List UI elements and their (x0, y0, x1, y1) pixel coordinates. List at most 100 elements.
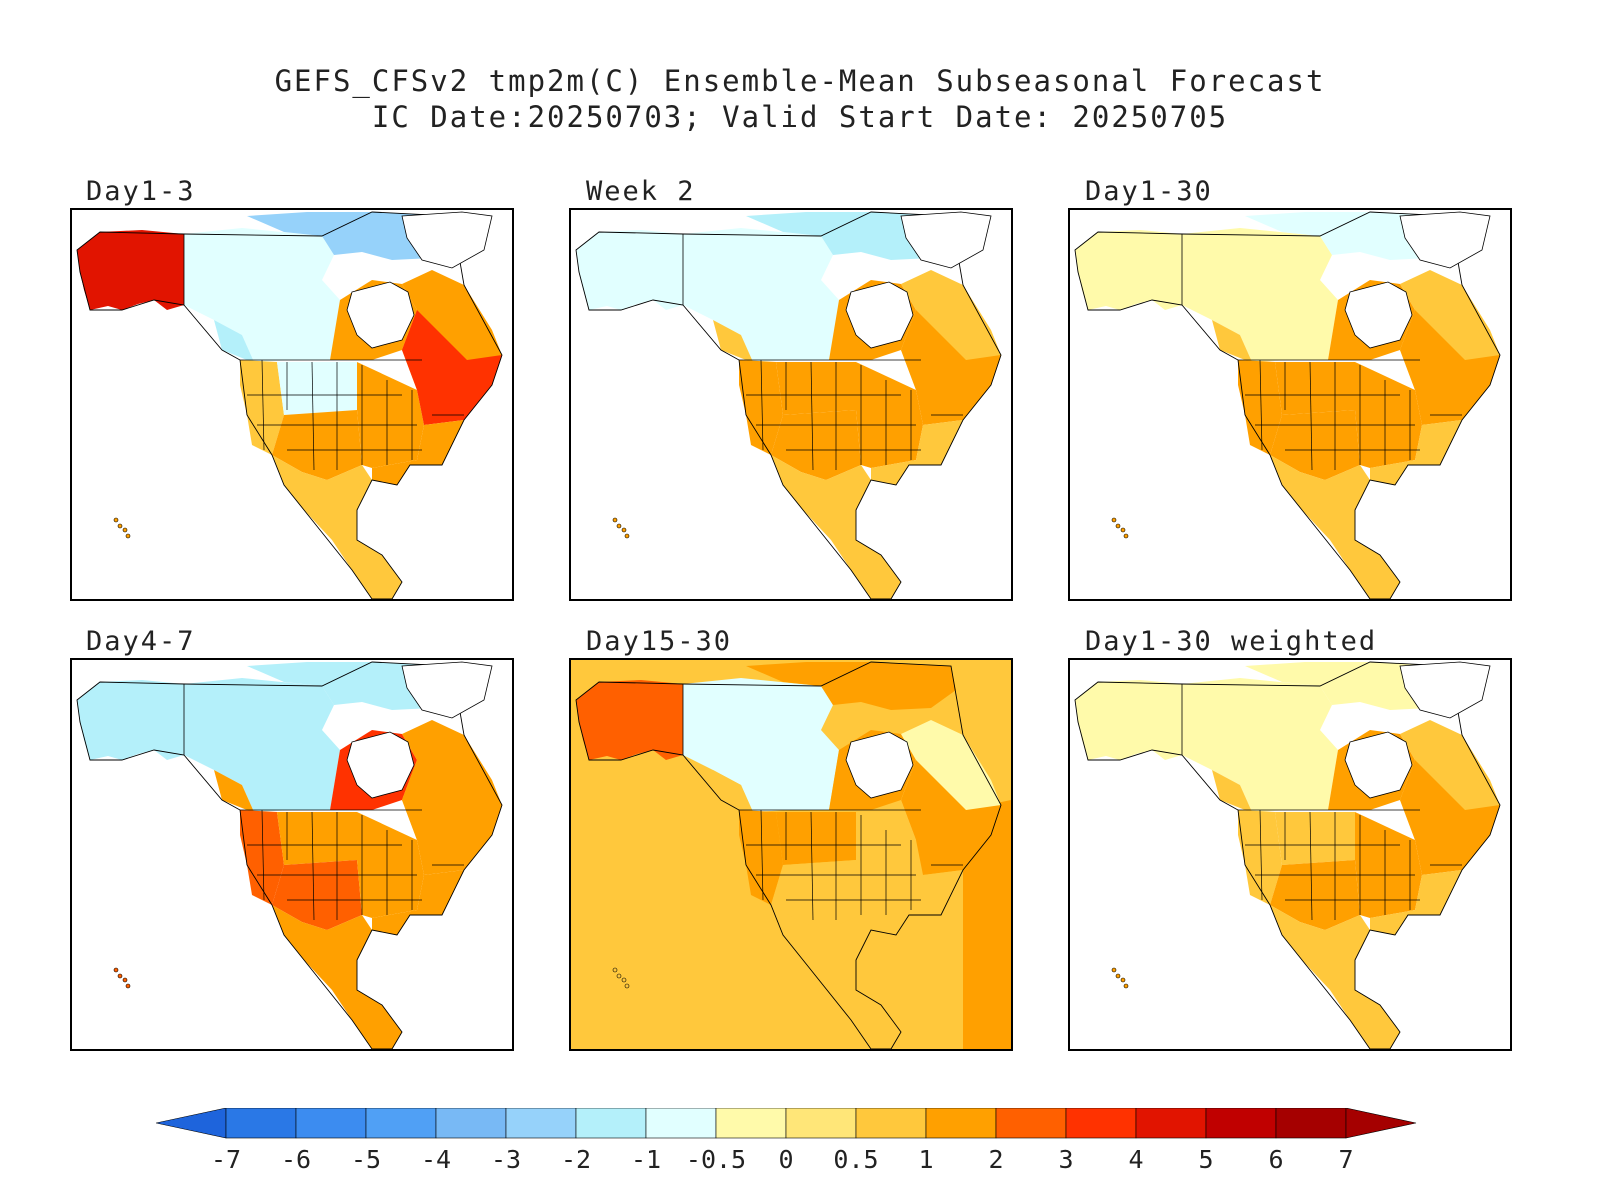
colorbar-tick-label: -7 (211, 1145, 241, 1174)
state-border (1309, 811, 1313, 921)
colorbar-bin (645, 1108, 717, 1139)
hawaii-island (1120, 527, 1126, 533)
hawaii-island (1120, 977, 1126, 983)
hudson-bay-water (845, 281, 914, 349)
region-us-west (739, 360, 783, 455)
region-us-southeast (1370, 420, 1462, 485)
chart-title: GEFS_CFSv2 tmp2m(C) Ensemble-Mean Subsea… (274, 64, 1326, 98)
state-border (261, 359, 265, 451)
colorbar-tick-label: -4 (421, 1145, 451, 1174)
colorbar-tick-label: 0 (778, 1145, 793, 1174)
colorbar-tick-label: 3 (1058, 1145, 1073, 1174)
map-panel-day1-30-weighted (1068, 658, 1512, 1051)
region-west-canada (214, 320, 254, 362)
region-mexico (1270, 905, 1370, 990)
state-border (760, 809, 764, 901)
hawaii-island (624, 533, 630, 539)
panel-label-day4-7: Day4-7 (86, 626, 196, 657)
colorbar-bin (505, 1108, 577, 1139)
state-border (311, 811, 315, 921)
colorbar-tick-label: 1 (918, 1145, 933, 1174)
map-panel-day4-7 (70, 658, 514, 1051)
map-panel-week2 (569, 208, 1013, 601)
region-alaska (576, 230, 683, 310)
hudson-bay-water (1344, 281, 1413, 349)
hawaii-island (117, 523, 123, 529)
region-us-west (739, 810, 783, 905)
colorbar-tick-label: 5 (1198, 1145, 1213, 1174)
hawaii-island (122, 977, 128, 983)
hawaii-island (113, 517, 119, 523)
colorbar-tick-label: -5 (351, 1145, 381, 1174)
region-us-southwest (1270, 410, 1360, 480)
region-central-america (831, 540, 901, 599)
state-border (261, 809, 265, 901)
hawaii-island (1115, 973, 1121, 979)
colorbar-bin (855, 1108, 927, 1139)
region-great-plains (1275, 362, 1355, 415)
state-border (810, 361, 814, 471)
region-west-canada (1212, 320, 1252, 362)
colorbar-bin (925, 1108, 997, 1139)
hawaii-island (117, 973, 123, 979)
region-us-southeast (1370, 870, 1462, 935)
region-us-west (240, 360, 284, 455)
region-mexico (272, 905, 372, 990)
region-us-southeast (372, 870, 464, 935)
region-us-northeast (901, 760, 1001, 875)
colorbar-tick-label: -1 (631, 1145, 661, 1174)
region-alaska (77, 230, 184, 310)
colorbar-bin (1135, 1108, 1207, 1139)
region-west-canada (713, 320, 753, 362)
colorbar-bin (1065, 1108, 1137, 1139)
region-nw-canada (1182, 678, 1338, 812)
hawaii-island (1115, 523, 1121, 529)
colorbar-bin (435, 1108, 507, 1139)
region-alaska (1075, 680, 1182, 760)
colorbar-bin (1275, 1108, 1347, 1139)
state-border (311, 361, 315, 471)
region-us-west (1238, 810, 1282, 905)
region-us-southwest (272, 410, 362, 480)
region-us-southwest (272, 860, 362, 930)
region-us-central (357, 812, 424, 918)
hawaii-island (612, 967, 618, 973)
region-us-northeast (1400, 760, 1500, 875)
colorbar-tick-label: 4 (1128, 1145, 1143, 1174)
state-border (1259, 359, 1263, 451)
region-us-southwest (771, 860, 861, 930)
greenland-landmass (401, 211, 493, 269)
colorbar-bin (225, 1108, 297, 1139)
region-us-central (856, 362, 923, 468)
greenland-landmass (401, 661, 493, 719)
region-us-central (1355, 362, 1422, 468)
hudson-bay-water (1344, 731, 1413, 799)
colorbar-bin (295, 1108, 367, 1139)
hawaii-island (621, 527, 627, 533)
region-great-plains (277, 362, 357, 415)
region-mexico (272, 455, 372, 540)
hawaii-island (113, 967, 119, 973)
colorbar-legend: -7 -6 -5 -4 -3 -2 -1 -0.5 0 0.5 1 2 3 4 5 6 7 (156, 1108, 1417, 1174)
colorbar-min-arrow (156, 1108, 227, 1139)
hawaii-island (624, 983, 630, 989)
region-mexico (1270, 455, 1370, 540)
state-border (760, 359, 764, 451)
panel-label-day1-30: Day1-30 (1085, 176, 1213, 207)
region-us-southeast (372, 420, 464, 485)
greenland-landmass (1399, 661, 1491, 719)
hudson-bay-water (346, 731, 415, 799)
region-west-canada (1212, 770, 1252, 812)
region-us-southwest (1270, 860, 1360, 930)
region-us-northeast (1400, 310, 1500, 425)
colorbar-tick-label: -2 (561, 1145, 591, 1174)
panel-label-day15-30: Day15-30 (586, 626, 733, 657)
state-border (810, 811, 814, 921)
hawaii-island (1111, 967, 1117, 973)
hawaii-island (621, 977, 627, 983)
region-us-west (240, 810, 284, 905)
region-us-southwest (771, 410, 861, 480)
region-west-canada (713, 770, 753, 812)
map-panel-day1-3 (70, 208, 514, 601)
colorbar-tick-label: -6 (281, 1145, 311, 1174)
